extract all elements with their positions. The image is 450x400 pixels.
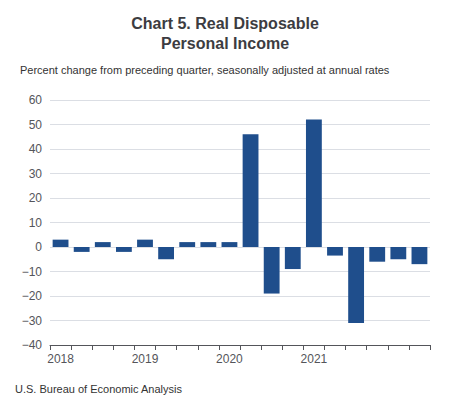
svg-text:50: 50: [29, 118, 43, 132]
svg-text:10: 10: [29, 216, 43, 230]
svg-text:40: 40: [29, 142, 43, 156]
svg-text:2019: 2019: [132, 352, 159, 366]
svg-text:Personal Income: Personal Income: [161, 35, 289, 52]
svg-text:Percent change from preceding: Percent change from preceding quarter, s…: [20, 64, 390, 76]
svg-text:Chart 5. Real Disposable: Chart 5. Real Disposable: [131, 15, 319, 32]
svg-text:2018: 2018: [47, 352, 74, 366]
svg-text:−30: −30: [22, 314, 43, 328]
svg-text:20: 20: [29, 191, 43, 205]
svg-text:−40: −40: [22, 338, 43, 352]
svg-text:30: 30: [29, 167, 43, 181]
svg-text:−20: −20: [22, 289, 43, 303]
svg-text:2021: 2021: [301, 352, 328, 366]
svg-text:0: 0: [35, 240, 42, 254]
svg-text:60: 60: [29, 93, 43, 107]
svg-text:U.S. Bureau of Economic Analys: U.S. Bureau of Economic Analysis: [15, 383, 182, 395]
svg-text:2020: 2020: [216, 352, 243, 366]
svg-text:−10: −10: [22, 265, 43, 279]
